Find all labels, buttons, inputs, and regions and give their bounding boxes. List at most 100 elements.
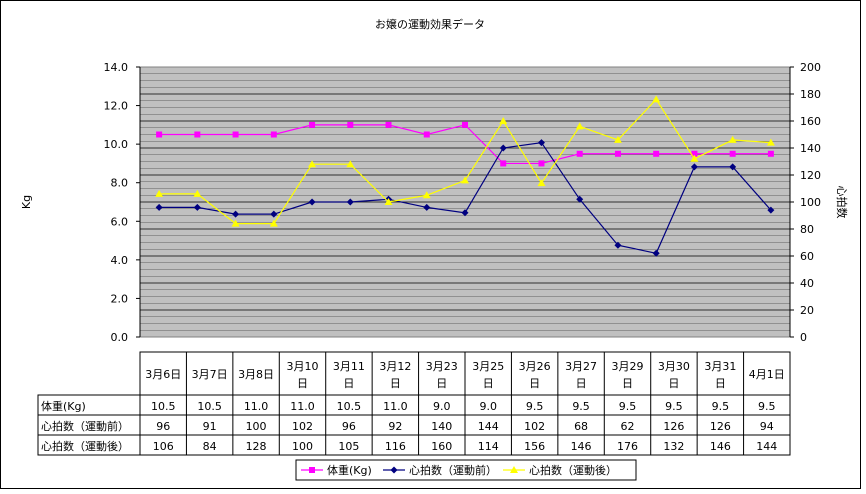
data-point	[499, 117, 508, 124]
data-point	[575, 122, 584, 130]
data-point	[384, 198, 393, 205]
x-category-label: 3月6日	[145, 368, 181, 381]
legend-swatch-marker	[390, 466, 398, 474]
data-point	[232, 131, 239, 138]
y-tick-label-left: 8.0	[111, 177, 129, 190]
legend-swatch-marker	[510, 466, 518, 473]
table-row-header: 体重(Kg)	[41, 399, 86, 413]
legend-item: 心拍数（運動後）	[503, 463, 617, 477]
x-category-label: 3月12	[379, 360, 411, 373]
data-point	[385, 121, 392, 128]
x-category-label: 3月7日	[192, 368, 228, 381]
y-tick-label-left: 6.0	[111, 215, 129, 228]
y-tick-label-left: 4.0	[111, 254, 129, 267]
table-cell: 132	[663, 440, 684, 453]
data-point	[231, 219, 240, 227]
y-tick-label-right: 20	[800, 304, 814, 317]
table-cell: 176	[617, 440, 638, 453]
x-category-label: 3月30	[658, 360, 690, 373]
y-tick-label-right: 180	[800, 88, 821, 101]
table-cell: 9.0	[479, 400, 497, 413]
table-body-frame	[37, 394, 791, 456]
table-cell: 144	[756, 440, 777, 453]
legend-label: 心拍数（運動前）	[409, 463, 497, 477]
legend-swatch-marker	[309, 467, 315, 473]
x-category-label: 日	[529, 377, 540, 390]
data-point	[270, 210, 278, 218]
table-cell: 11.0	[290, 400, 315, 413]
y-tick-label-left: 10.0	[104, 138, 129, 151]
data-point	[423, 131, 430, 138]
x-category-label: 日	[343, 377, 354, 390]
table-cell: 160	[431, 440, 452, 453]
table-cell: 94	[760, 420, 774, 433]
y-axis-left: 0.0 2.0 4.0 6.0 8.0 10.0 12.0 14.0	[104, 61, 141, 344]
data-point	[537, 179, 546, 187]
table-cell: 10.5	[151, 400, 176, 413]
table-cell: 68	[574, 420, 588, 433]
x-category-label: 日	[436, 377, 447, 390]
legend-label: 体重(Kg)	[327, 463, 372, 477]
table-cell: 146	[710, 440, 731, 453]
data-table: 3月6日 3月7日 3月8日 3月10 日 3月11 日 3月12 日 3月23 日 3月25 日 3月2…	[37, 351, 791, 456]
data-point	[194, 131, 201, 138]
data-point	[308, 160, 317, 168]
data-point	[270, 131, 277, 138]
table-cell: 9.5	[758, 400, 776, 413]
table-cell: 100	[292, 440, 313, 453]
table-cell: 11.0	[383, 400, 408, 413]
table-cell: 126	[663, 420, 684, 433]
data-point	[156, 131, 163, 138]
series-2	[155, 139, 775, 257]
data-point	[500, 160, 507, 167]
data-point	[422, 191, 431, 199]
legend-frame	[295, 459, 637, 481]
table-cell: 96	[156, 420, 170, 433]
data-point	[232, 210, 240, 218]
data-point	[729, 150, 736, 157]
table-cell: 9.5	[665, 400, 683, 413]
table-cell: 140	[431, 420, 452, 433]
table-cell: 128	[246, 440, 267, 453]
table-cell: 9.5	[712, 400, 730, 413]
table-cell: 116	[385, 440, 406, 453]
table-cell: 102	[292, 420, 313, 433]
table-cell: 100	[246, 420, 267, 433]
table-cell: 156	[524, 440, 545, 453]
data-point	[193, 189, 202, 197]
y-tick-label-right: 40	[800, 277, 814, 290]
data-point	[155, 203, 163, 211]
data-point	[690, 163, 698, 171]
data-point	[766, 138, 775, 146]
x-category-label: 日	[390, 377, 401, 390]
x-category-label: 日	[715, 377, 726, 390]
data-point	[614, 150, 621, 157]
data-point	[729, 163, 737, 171]
x-category-label: 日	[622, 377, 633, 390]
y-tick-label-right: 100	[800, 196, 821, 209]
x-category-label: 3月8日	[238, 368, 274, 381]
y-tick-label-right: 160	[800, 115, 821, 128]
data-point	[461, 176, 469, 184]
table-cell: 91	[203, 420, 217, 433]
data-point	[155, 189, 164, 197]
data-point	[193, 203, 201, 211]
data-point	[652, 95, 661, 103]
series-1	[156, 121, 774, 167]
table-cell: 9.5	[526, 400, 544, 413]
legend-item: 体重(Kg)	[301, 463, 372, 477]
y-tick-label-right: 60	[800, 250, 814, 263]
table-cell: 11.0	[244, 400, 269, 413]
data-point	[537, 139, 545, 147]
data-point	[690, 154, 699, 162]
data-point	[308, 198, 316, 206]
x-category-label: 4月1日	[749, 368, 785, 381]
x-category-label: 3月11	[333, 360, 365, 373]
table-row-header: 心拍数（運動前）	[41, 419, 129, 433]
legend-item: 心拍数（運動前）	[383, 463, 497, 477]
table-cell: 9.5	[619, 400, 637, 413]
x-category-label: 3月23	[426, 360, 458, 373]
data-point	[614, 241, 622, 249]
chart-title: お嬢の運動効果データ	[375, 17, 485, 31]
